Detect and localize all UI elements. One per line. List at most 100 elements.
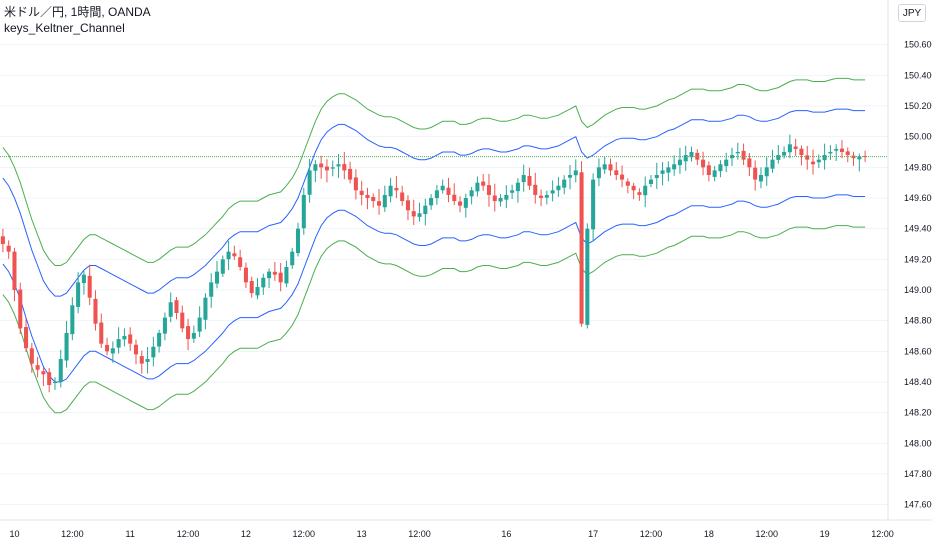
candle-body [128, 334, 133, 344]
time-tick-label: 12:00 [871, 529, 894, 539]
candle-body [452, 194, 457, 202]
time-tick-label: 12:00 [293, 529, 316, 539]
candle-body [336, 164, 341, 167]
candle-body [411, 211, 416, 217]
candle-body [562, 179, 567, 188]
candle-body [313, 164, 318, 171]
candle-body [76, 282, 81, 307]
time-tick-label: 17 [588, 529, 598, 539]
candle-body [116, 339, 121, 348]
lower-outer-band [2, 225, 866, 414]
candle-body [35, 365, 40, 370]
candle-body [52, 382, 57, 383]
price-tick-label: 149.000 [904, 285, 932, 295]
upper-outer-band [2, 77, 866, 266]
candle-body [377, 201, 382, 206]
candle-body [203, 297, 208, 320]
candle-body [359, 190, 364, 195]
candle-body [209, 282, 214, 297]
currency-badge[interactable]: JPY [898, 4, 926, 22]
candle-body [782, 152, 787, 156]
candle-body [741, 150, 746, 160]
price-tick-label: 150.600 [904, 40, 932, 50]
candle-body [342, 164, 347, 171]
candle-body [290, 251, 295, 266]
price-tick-label: 149.400 [904, 224, 932, 234]
price-tick-label: 148.400 [904, 377, 932, 387]
candle-body [110, 348, 115, 354]
price-axis[interactable]: 150.600 150.400 150.200 150.000 149.800 149.6… [904, 40, 932, 510]
candle-body [458, 201, 463, 206]
candle-body [834, 148, 839, 151]
candle-body [429, 198, 434, 206]
candle-body [573, 170, 578, 176]
candle-body [417, 213, 422, 217]
candle-body [764, 167, 769, 177]
candle-body [93, 298, 98, 324]
time-tick-label: 12:00 [755, 529, 778, 539]
candle-body [805, 155, 810, 160]
price-tick-label: 147.800 [904, 469, 932, 479]
candle-body [440, 185, 445, 191]
time-axis[interactable]: 10 12:00 11 12:00 12 12:00 13 12:00 16 17 12:00 18 1… [9, 529, 932, 539]
candle-body [18, 289, 23, 329]
indicator-name[interactable]: keys_Keltner_Channel [4, 21, 125, 35]
symbol-title[interactable]: 米ドル／円, 1時間, OANDA [4, 5, 151, 19]
candle-body [492, 195, 497, 202]
time-tick-label: 18 [704, 529, 714, 539]
candle-body [272, 271, 277, 275]
candle-body [41, 371, 46, 375]
candle-body [672, 164, 677, 170]
candle-body [863, 156, 868, 158]
candle-body [712, 170, 717, 177]
candle-body [648, 179, 654, 185]
candle-body [64, 332, 69, 361]
price-tick-label: 148.000 [904, 438, 932, 448]
time-tick-label: 16 [501, 529, 511, 539]
candle-body [544, 194, 549, 198]
candle-body [625, 181, 630, 186]
candle-body [822, 155, 827, 161]
candle-body [353, 177, 358, 191]
candle-body [799, 148, 804, 156]
candle-body [249, 280, 254, 294]
chart-legend: 米ドル／円, 1時間, OANDA keys_Keltner_Channel [4, 4, 151, 36]
price-tick-label: 147.600 [904, 500, 932, 510]
candle-body [157, 332, 162, 347]
candle-body [793, 146, 798, 149]
candle-body [186, 326, 191, 340]
candle-body [614, 170, 619, 175]
candle-body [191, 332, 196, 339]
candle-body [197, 317, 202, 332]
candle-body [527, 176, 532, 186]
time-tick-label: 11 [126, 529, 135, 539]
candle-body [811, 161, 816, 165]
candle-body [787, 144, 792, 153]
candle-body [851, 155, 856, 159]
time-tick-label: 13 [357, 529, 367, 539]
candle-body [99, 322, 104, 344]
candle-body [683, 155, 688, 162]
candle-body [510, 190, 515, 193]
chart-grid [0, 44, 888, 506]
time-tick-label: 10 [9, 529, 19, 539]
candle-body [348, 168, 353, 180]
candle-body [226, 251, 231, 260]
candle-body [770, 159, 775, 169]
candle-body [602, 164, 607, 170]
candle-body [446, 187, 451, 195]
keltner-channel-bands [2, 77, 866, 414]
candle-body [631, 185, 636, 191]
candle-body [608, 164, 613, 171]
candle-body [405, 200, 410, 211]
price-tick-label: 149.800 [904, 162, 932, 172]
candle-body [324, 166, 329, 171]
price-tick-label: 148.200 [904, 408, 932, 418]
candle-body [12, 251, 17, 290]
candle-body [220, 259, 225, 274]
candle-body [643, 185, 648, 196]
candle-body [284, 267, 289, 284]
candle-body [180, 312, 185, 329]
candle-body [238, 257, 243, 267]
